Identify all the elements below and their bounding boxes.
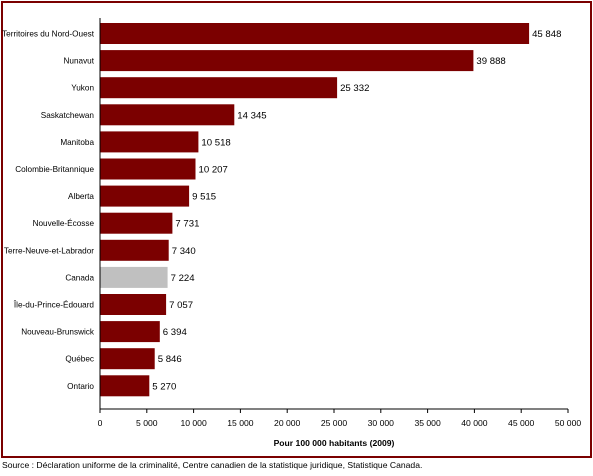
- value-label: 5 846: [158, 354, 182, 365]
- bar-chart: 0 5 000 10 000 15 000 20 000 25 000 30 000 35 0…: [2, 18, 582, 448]
- value-label: 7 340: [172, 246, 196, 257]
- x-tick-label: 40 000: [461, 418, 488, 428]
- bar: [100, 294, 167, 315]
- bar: [100, 321, 160, 343]
- value-label: 7 057: [169, 300, 193, 311]
- category-label: Manitoba: [60, 138, 94, 147]
- bar: [100, 239, 169, 261]
- category-label: Territoires du Nord-Ouest: [2, 30, 95, 39]
- value-label: 6 394: [163, 327, 188, 338]
- category-label: Île-du-Prince-Édouard: [13, 300, 95, 310]
- source-note: Source : Déclaration uniforme de la crim…: [2, 460, 423, 470]
- category-label: Nouveau-Brunswick: [21, 328, 95, 337]
- x-tick-label: 15 000: [227, 418, 254, 428]
- value-label: 7 731: [175, 219, 199, 230]
- category-label: Nunavut: [64, 57, 95, 66]
- value-label: 5 270: [152, 381, 176, 392]
- value-label: 45 848: [532, 29, 561, 40]
- value-label: 25 332: [340, 83, 369, 94]
- category-label: Saskatchewan: [41, 111, 95, 120]
- x-tick-label: 30 000: [368, 418, 395, 428]
- category-label: Nouvelle-Écosse: [33, 218, 95, 228]
- category-label: Québec: [65, 355, 94, 364]
- category-label: Alberta: [68, 192, 94, 201]
- category-label: Ontario: [67, 382, 94, 391]
- x-tick-label: 5 000: [136, 418, 158, 428]
- x-tick-label: 35 000: [414, 418, 441, 428]
- x-tick-label: 45 000: [508, 418, 535, 428]
- bar: [100, 348, 155, 370]
- value-label: 7 224: [171, 273, 196, 284]
- labels-layer: Territoires du Nord-Ouest 45 848 Nunavut 39…: [2, 29, 561, 392]
- bar: [100, 77, 338, 99]
- chart-frame: [1, 1, 592, 458]
- value-label: 9 515: [192, 192, 216, 203]
- category-label: Yukon: [71, 84, 94, 93]
- bar: [100, 158, 196, 180]
- x-tick-label: 50 000: [555, 418, 582, 428]
- value-label: 14 345: [237, 110, 266, 121]
- x-tick-label: 10 000: [180, 418, 207, 428]
- value-label: 10 518: [201, 137, 230, 148]
- x-tick-label: 25 000: [321, 418, 348, 428]
- bar: [100, 185, 190, 207]
- x-axis-title: Pour 100 000 habitants (2009): [274, 438, 395, 448]
- bar: [100, 375, 150, 397]
- x-axis: 0 5 000 10 000 15 000 20 000 25 000 30 000 35 0…: [98, 18, 582, 428]
- category-label: Colombie-Britannique: [15, 165, 94, 174]
- x-tick-label: 0: [98, 418, 103, 428]
- bar: [100, 50, 474, 72]
- bars-layer: [100, 23, 530, 397]
- bar: [100, 131, 199, 153]
- category-label: Terre-Neuve-et-Labrador: [4, 246, 94, 255]
- value-label: 39 888: [476, 56, 505, 67]
- bar: [100, 212, 173, 234]
- x-tick-label: 20 000: [274, 418, 301, 428]
- value-label: 10 207: [199, 165, 228, 176]
- category-label: Canada: [65, 273, 94, 282]
- bar: [100, 266, 168, 288]
- bar: [100, 23, 530, 44]
- bar: [100, 104, 235, 126]
